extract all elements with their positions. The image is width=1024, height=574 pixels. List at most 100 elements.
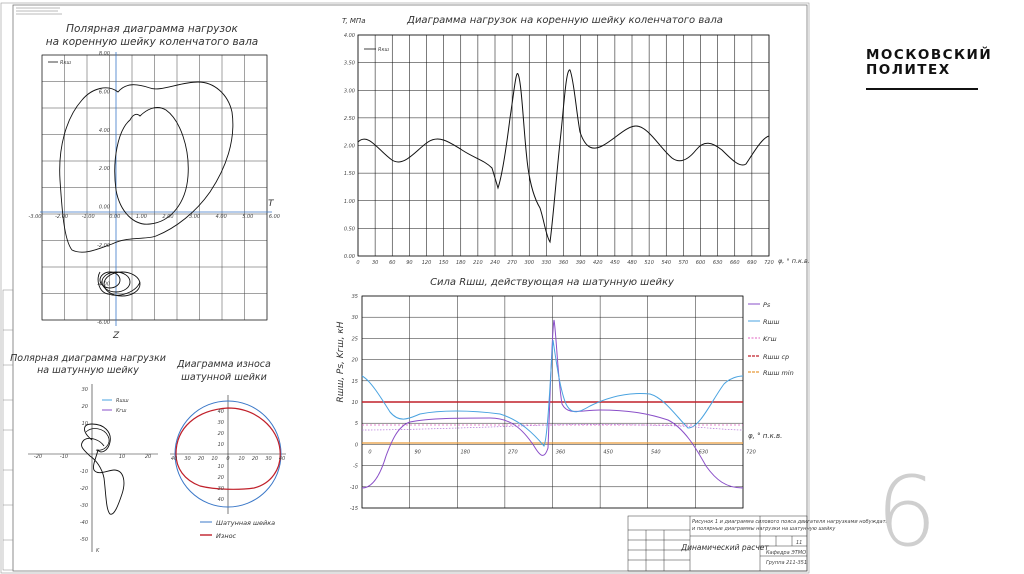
wear-x-tick: 10 (238, 456, 244, 462)
wear-y-tick: 30 (218, 420, 224, 426)
rod-force-legend-rshsh: Rшш (763, 318, 779, 326)
rod-force-legend-mean: Rшш ср (763, 353, 789, 361)
polar-main-x-tick: -2.00 (55, 214, 68, 220)
rod-force-diagram: Сила Rшш, действующая на шатунную шейку … (336, 277, 794, 512)
rod-force-legend: Ps Rшш Kгш Rшш ср Rшш min (748, 301, 794, 377)
rod-force-x-tick: 0 (368, 449, 371, 455)
wear-legend-1: Шатунная шейка (216, 519, 275, 527)
rod-force-x-ticks: 0 90 180 270 360 450 540 630 720 (368, 449, 755, 455)
wear-y-tick: 20 (218, 431, 224, 437)
wear-x-tick: 30 (184, 456, 190, 462)
page-number: 6 (876, 456, 938, 568)
polar-main-x-tick: 0.00 (109, 214, 120, 220)
title-block-sheet-no: 11 (796, 540, 802, 546)
main-load-x-tick: 30 (372, 260, 378, 266)
main-load-x-tick: 360 (559, 260, 569, 266)
rod-force-y-tick: 10 (352, 400, 358, 406)
main-load-y-tick: 0.50 (344, 226, 355, 232)
main-load-x-tick: 390 (576, 260, 586, 266)
polar-rod-y-tick: -10 (80, 469, 88, 475)
main-load-x-tick: 540 (661, 260, 671, 266)
polar-rod-x-ticks: -20 -10 10 20 (34, 454, 151, 460)
wear-x-tick: 20 (198, 456, 204, 462)
polar-rod-x-tick: -10 (60, 454, 68, 460)
main-load-x-tick: 150 (439, 260, 449, 266)
rod-force-legend-kgsh: Kгш (763, 335, 777, 343)
polar-rod-x-tick: 20 (145, 454, 151, 460)
main-load-x-tick: 210 (473, 260, 483, 266)
main-load-x-tick: 240 (490, 260, 500, 266)
wear-diagram: Диаграмма износа шатунной шейки 40 30 20 10… (170, 359, 286, 540)
polar-main-title-line1: Полярная диаграмма нагрузок (66, 23, 238, 35)
polar-main-x-tick: 4.00 (216, 214, 227, 220)
rod-force-ylabel: Rшш, Ps, Kгш, кН (336, 321, 346, 402)
polar-main-y-tick: 2.00 (99, 166, 110, 172)
wear-x-tick: 20 (252, 456, 258, 462)
rod-force-y-tick: 35 (352, 294, 358, 300)
polar-main-x-tick: 5.00 (242, 214, 253, 220)
polar-rod-y-tick: -50 (80, 537, 88, 543)
rod-force-y-tick: -10 (350, 485, 358, 491)
main-load-x-tick: 330 (542, 260, 552, 266)
main-load-legend: Rкш (378, 47, 389, 53)
polar-main-y-tick: -6.00 (97, 320, 110, 326)
main-load-x-tick: 660 (730, 260, 740, 266)
rod-force-x-tick: 90 (414, 449, 420, 455)
polar-main-y-tick: 4.00 (99, 128, 110, 134)
polar-main-y-tick: 8.00 (99, 51, 110, 57)
brand-line-1: МОСКОВСКИЙ (866, 47, 993, 63)
rod-force-title: Сила Rшш, действующая на шатунную шейку (430, 277, 675, 288)
rod-force-y-tick: 15 (352, 379, 358, 385)
title-block-note-1: Рисунок 1 и диаграмма силового пояса дви… (692, 519, 889, 525)
main-load-y-tick: 4.00 (344, 33, 355, 39)
rod-force-y-tick: 25 (352, 336, 358, 342)
main-load-x-tick: 690 (747, 260, 757, 266)
polar-main-legend: Rкш (60, 60, 71, 66)
rod-force-x-tick: 630 (699, 449, 709, 455)
wear-curve (175, 407, 281, 490)
polar-main-axis-z: Z (112, 331, 120, 341)
main-load-y-tick: 0.00 (344, 254, 355, 260)
main-load-ylabel: T, МПа (342, 17, 366, 25)
polar-rod-y-tick: -40 (80, 520, 88, 526)
main-load-y-tick: 1.50 (344, 171, 355, 177)
polar-main-inner-curve (114, 107, 189, 225)
wear-y-tick: 40 (218, 497, 224, 503)
rod-force-xlabel: φ, ° п.к.в. (748, 432, 782, 440)
wear-journal-circle (174, 400, 282, 508)
main-load-x-tick: 420 (593, 260, 603, 266)
polar-main-y-tick: -2.00 (97, 243, 110, 249)
wear-x-tick: 40 (279, 456, 285, 462)
main-load-y-ticks: 4.00 3.50 3.00 2.50 2.00 1.50 1.00 0.50 0.00 (344, 33, 355, 260)
brand-line-2: ПОЛИТЕХ (866, 62, 951, 78)
wear-x-tick: 30 (265, 456, 271, 462)
main-load-y-tick: 3.00 (344, 88, 355, 94)
wear-y-tick: 20 (218, 475, 224, 481)
brand-underline (866, 88, 978, 90)
main-load-xlabel: φ, ° п.к.в. (778, 257, 810, 265)
rod-force-y-tick: -5 (353, 464, 358, 470)
title-block-note-2: и полярные диаграммы нагрузки на шатунну… (692, 526, 836, 532)
rod-force-y-tick: 0 (355, 442, 358, 448)
main-load-title: Диаграмма нагрузок на коренную шейку кол… (406, 15, 723, 26)
polar-rod-y-ticks: 30 20 10 -10 -20 -30 -40 -50 (80, 387, 88, 543)
title-block (627, 515, 808, 572)
top-left-stamp (16, 7, 62, 15)
polar-rod-title-line1: Полярная диаграмма нагрузки (10, 353, 166, 364)
main-load-x-tick: 120 (422, 260, 432, 266)
wear-y-tick: 40 (218, 409, 224, 415)
rod-force-y-tick: 30 (352, 315, 358, 321)
rod-force-x-tick: 450 (603, 449, 613, 455)
polar-rod-y-tick: 20 (82, 404, 88, 410)
main-load-x-tick: 480 (627, 260, 637, 266)
main-load-x-tick: 180 (456, 260, 466, 266)
main-load-x-tick: 300 (524, 260, 534, 266)
rod-force-y-ticks: 35 30 25 20 15 10 5 0 -5 -10 -15 (350, 294, 358, 512)
main-load-y-tick: 1.00 (344, 199, 355, 205)
polar-main-axis-t: T (268, 199, 275, 209)
rod-force-y-tick: 5 (355, 421, 358, 427)
polar-rod-y-tick: -30 (80, 503, 88, 509)
polar-rod-inner-curve (85, 428, 110, 451)
polar-rod-y-tick: -20 (80, 486, 88, 492)
